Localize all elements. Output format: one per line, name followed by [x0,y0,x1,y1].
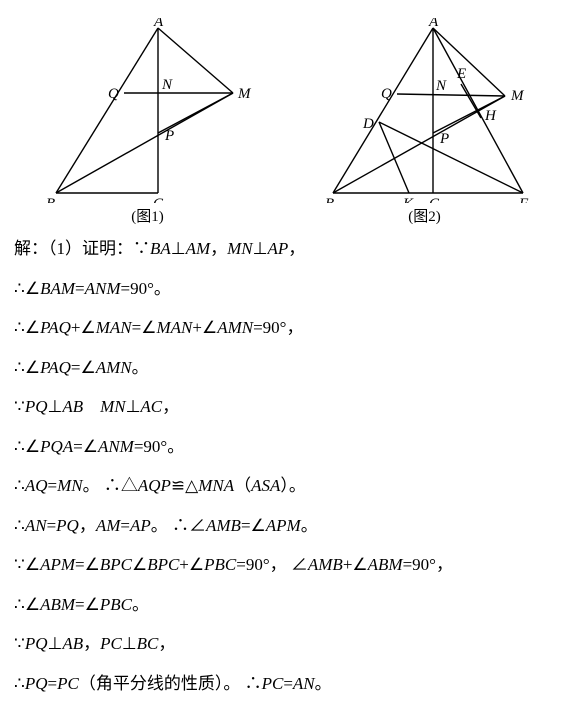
proof-line-6: ∴∠PQA=∠ANM=90°。 [14,434,568,460]
svg-text:C: C [153,196,164,203]
proof-text: 解：（1）证明：∵BA⊥AM，MN⊥AP， ∴∠BAM=ANM=90°。 ∴∠PAQ… [14,236,568,696]
figure-2-caption: (图2) [305,205,545,226]
svg-text:D: D [362,116,374,132]
svg-text:A: A [153,18,164,30]
svg-text:B: B [325,196,334,203]
figures-row: AQNMPBC (图1) AQNEMDHPBKCF (图2) [14,18,568,226]
svg-text:Q: Q [108,86,119,102]
proof-line-11: ∵PQ⊥AB，PC⊥BC， [14,631,568,657]
svg-text:P: P [164,128,174,144]
proof-line-1: 解：（1）证明：∵BA⊥AM，MN⊥AP， [14,236,568,262]
figure-2: A Q NE M D H P B K C F (图2) [305,18,545,226]
proof-line-12: ∴PQ=PC（角平分线的性质）。 ∴PC=AN。 [14,671,568,697]
svg-text:B: B [46,196,55,203]
svg-text:K: K [402,196,414,203]
svg-text:E: E [456,66,466,82]
figure-2-svg: A Q NE M D H P B K C F [305,18,545,203]
svg-text:A: A [428,18,439,30]
proof-line-2: ∴∠BAM=ANM=90°。 [14,276,568,302]
svg-text:M: M [237,86,252,102]
svg-text:N: N [435,78,447,94]
proof-line-3: ∴∠PAQ+∠MAN=∠MAN+∠AMN=90°， [14,315,568,341]
svg-text:M: M [510,88,525,104]
proof-line-9: ∵∠APM=∠BPC∠BPC+∠PBC=90°， ∠AMB+∠ABM=90°， [14,552,568,578]
svg-text:P: P [439,131,449,147]
svg-text:H: H [484,108,497,124]
svg-text:F: F [518,196,529,203]
svg-text:N: N [161,77,173,93]
proof-line-5: ∵PQ⊥AB MN⊥AC， [14,394,568,420]
figure-1-svg: A Q N M P B C [38,18,258,203]
proof-line-4: ∴∠PAQ=∠AMN。 [14,355,568,381]
proof-line-10: ∴∠ABM=∠PBC。 [14,592,568,618]
svg-text:Q: Q [381,86,392,102]
svg-text:C: C [429,196,440,203]
proof-line-7: ∴AQ=MN。 ∴△AQP≌△MNA（ASA）。 [14,473,568,499]
figure-1: A Q N M P B C (图1) [38,18,258,226]
proof-line-8: ∴AN=PQ，AM=AP。 ∴∠AMB=∠APM。 [14,513,568,539]
figure-1-caption: (图1) [38,205,258,226]
